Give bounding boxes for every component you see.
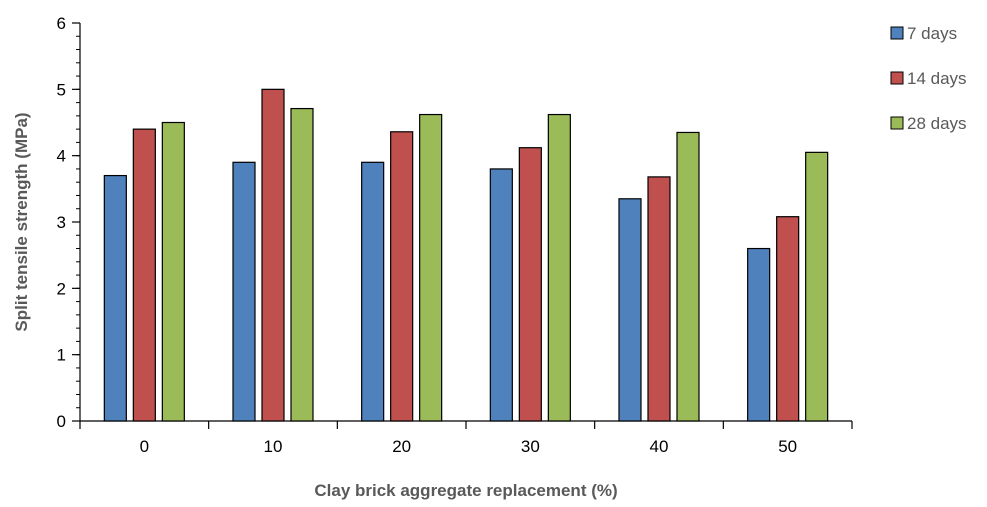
legend: 7 days 14 days 28 days — [890, 24, 967, 133]
y-tick-label: 3 — [57, 213, 66, 232]
x-tick-label: 0 — [140, 437, 149, 456]
y-tick-label: 2 — [57, 279, 66, 298]
bar-28-days-20 — [419, 113, 443, 422]
bar-14-days-0 — [132, 128, 156, 422]
x-tick-label: 40 — [650, 437, 669, 456]
bar-14-days-10 — [261, 88, 285, 422]
bar-7-days-30 — [489, 168, 513, 422]
legend-swatch — [890, 26, 904, 40]
bar-series-group — [103, 88, 829, 422]
bar-14-days-20 — [390, 131, 414, 422]
legend-label: 14 days — [907, 69, 967, 88]
y-tick-label: 4 — [57, 147, 66, 166]
x-axis: 0 10 20 30 40 50 — [79, 420, 853, 456]
y-tick-label: 0 — [57, 412, 66, 431]
bar-28-days-0 — [161, 121, 185, 422]
bar-28-days-10 — [290, 107, 314, 422]
x-tick-label: 50 — [778, 437, 797, 456]
bar-7-days-40 — [618, 198, 642, 422]
y-tick-label: 5 — [57, 80, 66, 99]
y-tick-label: 6 — [57, 14, 66, 33]
x-tick-label: 10 — [264, 437, 283, 456]
legend-swatch — [890, 116, 904, 130]
x-tick-label: 30 — [521, 437, 540, 456]
bar-7-days-0 — [103, 174, 127, 422]
x-tick-label: 20 — [392, 437, 411, 456]
bar-28-days-40 — [676, 131, 700, 422]
bar-7-days-20 — [361, 161, 385, 422]
bar-14-days-30 — [518, 147, 542, 422]
y-tick-label: 1 — [57, 346, 66, 365]
legend-label: 7 days — [907, 24, 957, 43]
x-axis-title: Clay brick aggregate replacement (%) — [314, 481, 617, 500]
bar-7-days-10 — [232, 161, 256, 422]
legend-label: 28 days — [907, 114, 967, 133]
bar-14-days-40 — [647, 176, 671, 422]
bar-28-days-50 — [805, 151, 829, 422]
bar-7-days-50 — [747, 247, 771, 422]
bar-14-days-50 — [776, 216, 800, 422]
bar-28-days-30 — [547, 113, 571, 422]
legend-swatch — [890, 71, 904, 85]
y-axis: 0 1 2 3 4 5 6 — [57, 14, 81, 431]
y-axis-title: Split tensile strength (MPa) — [12, 112, 31, 331]
